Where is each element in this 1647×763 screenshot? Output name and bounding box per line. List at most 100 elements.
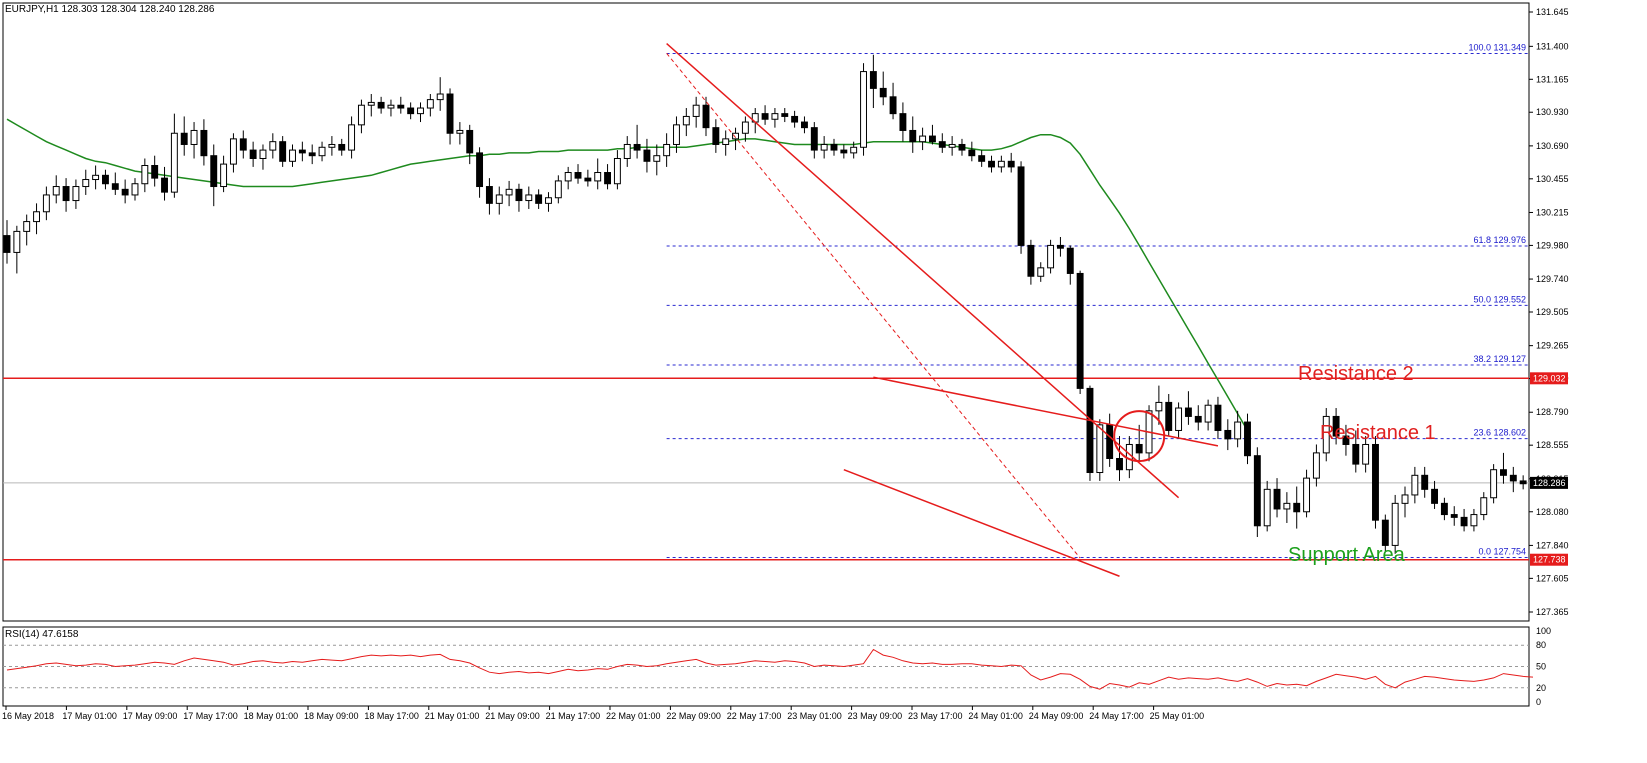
candle (1165, 394, 1173, 437)
candle (1293, 486, 1301, 529)
candle (1283, 492, 1291, 523)
candle-body (1500, 469, 1507, 476)
candle (673, 116, 680, 153)
candle-body (810, 127, 818, 151)
candle (348, 116, 356, 159)
candle-body (298, 149, 306, 154)
candle-body (229, 138, 237, 165)
candle (663, 133, 671, 167)
candle (1056, 237, 1064, 257)
candle (515, 183, 523, 212)
x-tick-label: 16 May 2018 (2, 711, 54, 721)
price-tag (1530, 553, 1568, 566)
candle (279, 136, 287, 167)
candle (466, 124, 474, 165)
candle (1470, 508, 1478, 532)
y-tick-label: 127.365 (1536, 607, 1569, 617)
candle (1431, 480, 1439, 509)
candle-body (801, 121, 808, 129)
candle-body (889, 96, 897, 115)
x-tick-label: 21 May 09:00 (485, 711, 540, 721)
candle (269, 133, 277, 159)
candle-body (1135, 443, 1143, 454)
candle (446, 88, 454, 145)
candle-body (239, 138, 247, 151)
candle-body (82, 179, 90, 188)
candle-body (377, 101, 385, 109)
candle-body (417, 107, 424, 115)
candle (613, 150, 621, 190)
candle-body (643, 149, 651, 162)
candle (879, 71, 887, 106)
rsi-tick-label: 80 (1536, 640, 1546, 650)
candle (3, 220, 11, 264)
candle (72, 179, 80, 209)
y-tick-label: 131.645 (1536, 7, 1569, 17)
rsi-tick-label: 100 (1536, 626, 1551, 636)
candle-body (308, 152, 316, 157)
candle-body (476, 152, 484, 188)
rsi-label: RSI(14) 47.6158 (5, 629, 79, 640)
candle-body (1401, 494, 1409, 504)
candle-body (485, 186, 493, 204)
candle (968, 141, 976, 162)
candle (791, 110, 799, 128)
candle-body (1421, 474, 1429, 490)
candle-body (1066, 247, 1074, 274)
rsi-pane: 16 May 2018 17 May 01:00 17 May 09:00 17 Ma… (2, 626, 1551, 721)
candle (653, 144, 661, 176)
y-tick-label: 130.455 (1536, 174, 1569, 184)
candle (1519, 475, 1527, 490)
candle-body (436, 93, 444, 101)
candle-body (732, 132, 739, 140)
candle-body (1224, 429, 1232, 440)
candle (801, 116, 808, 134)
candle (1116, 436, 1123, 481)
candle (1342, 424, 1350, 456)
candle (377, 96, 385, 114)
y-tick-label: 128.790 (1536, 407, 1569, 417)
y-tick-label: 131.165 (1536, 74, 1569, 84)
candle (101, 169, 109, 190)
candle-body (161, 177, 168, 193)
y-tick-label: 129.740 (1536, 274, 1569, 284)
candle (1027, 239, 1035, 285)
candle-body (200, 129, 208, 157)
candle-body (997, 160, 1005, 168)
candle-body (220, 163, 228, 188)
candle (1184, 391, 1192, 425)
x-tick-label: 25 May 01:00 (1150, 711, 1205, 721)
candle-body (682, 115, 690, 126)
candle-body (1332, 415, 1340, 437)
fib-level-label: 38.2 129.127 (1473, 354, 1526, 364)
candle (1332, 408, 1340, 445)
candle-body (495, 194, 503, 204)
price-tag (1530, 372, 1568, 385)
candle-body (623, 143, 631, 159)
candle-body (948, 143, 956, 148)
candle (1096, 419, 1104, 481)
candle-body (978, 155, 986, 162)
candle (1204, 399, 1212, 431)
candle (1391, 494, 1399, 554)
candle-body (121, 188, 129, 196)
candle (761, 105, 769, 125)
candle-body (1411, 474, 1419, 496)
candle (210, 144, 218, 207)
candle-body (761, 113, 769, 120)
candle (771, 108, 779, 128)
candle-body (1116, 457, 1123, 471)
main-frame (2, 2, 1530, 622)
candle-body (1204, 404, 1212, 423)
candle-body (466, 129, 474, 154)
fib-diagonal (666, 53, 1081, 559)
candle-body (1165, 401, 1173, 431)
candle-body (1322, 415, 1330, 454)
candle (1322, 408, 1330, 462)
candle-body (426, 99, 434, 109)
candle (92, 165, 100, 190)
y-tick-label: 129.980 (1536, 240, 1569, 250)
y-tick-label: 130.215 (1536, 207, 1569, 217)
candle (1480, 492, 1488, 521)
candle (820, 136, 828, 159)
